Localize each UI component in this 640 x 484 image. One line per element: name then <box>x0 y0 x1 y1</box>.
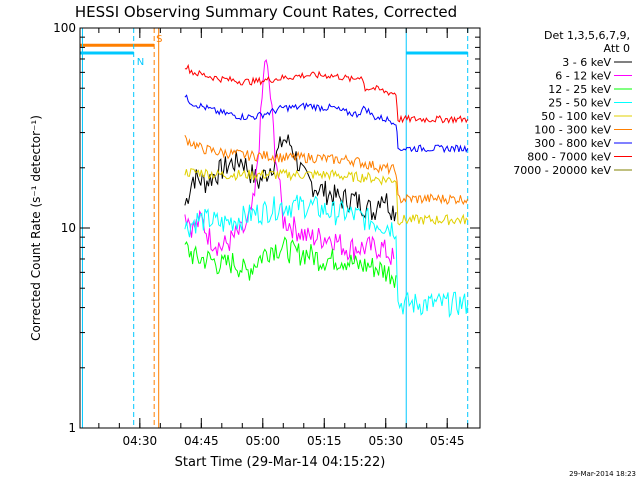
x-tick-label: 04:45 <box>184 434 219 448</box>
x-tick-label: 05:30 <box>368 434 403 448</box>
x-axis-label: Start Time (29-Mar-14 04:15:22) <box>175 455 386 470</box>
series-line-7 <box>184 63 469 125</box>
y-axis-label: Corrected Count Rate (s⁻¹ detector⁻¹) <box>29 115 43 341</box>
legend-label: 6 - 12 keV <box>555 70 611 83</box>
series-line-3 <box>184 194 469 318</box>
legend-label: 50 - 100 keV <box>541 110 611 123</box>
legend-label: 100 - 300 keV <box>534 124 611 137</box>
legend-label: 300 - 800 keV <box>534 137 611 150</box>
legend-header-line-1: Det 1,3,5,6,7,9, <box>544 29 630 42</box>
flag-label-n: N <box>137 57 144 68</box>
y-tick-label: 100 <box>53 21 76 35</box>
legend-label: 12 - 25 keV <box>548 83 611 96</box>
series-line-6 <box>184 94 469 154</box>
legend-label: 7000 - 20000 keV <box>513 164 611 177</box>
y-tick-label: 1 <box>68 421 76 435</box>
legend-label: 3 - 6 keV <box>562 56 611 69</box>
footer-date: 29-Mar-2014 18:23 <box>569 470 636 478</box>
x-tick-label: 05:15 <box>307 434 342 448</box>
x-tick-label: 05:45 <box>430 434 465 448</box>
series-line-5 <box>184 134 469 206</box>
flag-label-s: S <box>156 34 162 45</box>
x-tick-label: 05:00 <box>245 434 280 448</box>
y-tick-label: 10 <box>61 221 76 235</box>
legend-label: 800 - 7000 keV <box>527 151 611 164</box>
series-line-4 <box>184 168 469 226</box>
series-line-1 <box>184 59 395 265</box>
plot-area <box>80 28 469 428</box>
chart-title: HESSI Observing Summary Count Rates, Cor… <box>75 3 457 21</box>
x-tick-label: 04:30 <box>123 434 158 448</box>
legend-label: 25 - 50 keV <box>548 97 611 110</box>
plot-frame <box>79 27 481 429</box>
series-line-2 <box>184 236 397 288</box>
series-line-0 <box>184 134 397 222</box>
legend-header-line-2: Att 0 <box>604 42 630 55</box>
